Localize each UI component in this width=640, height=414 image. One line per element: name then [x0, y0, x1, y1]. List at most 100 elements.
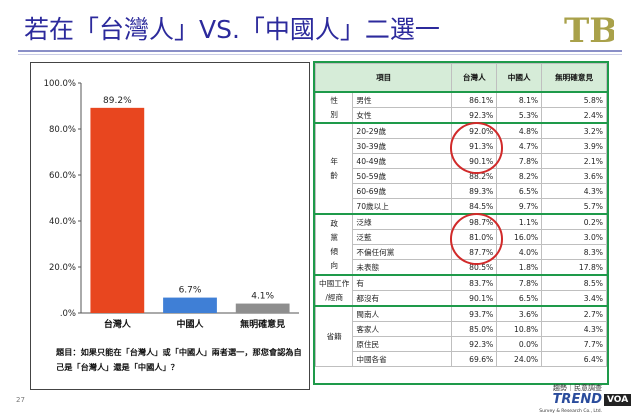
row-label: 閩南人 — [352, 305, 453, 322]
group-label: 年齡 — [314, 122, 354, 215]
trend-logo-sub: Survey & Research Co., Ltd. — [539, 409, 602, 414]
value-cell: 3.9% — [541, 138, 607, 154]
voa-badge: VOA — [604, 394, 632, 406]
value-cell: 3.6% — [496, 305, 543, 322]
value-cell: 1.8% — [496, 259, 543, 276]
page-number: 27 — [16, 396, 25, 404]
value-cell: 90.1% — [451, 290, 498, 307]
value-cell: 1.1% — [496, 213, 543, 230]
value-cell: 92.3% — [451, 336, 498, 352]
bar-chart-panel: .0% 20.0% 40.0% 60.0% 80.0% 100.0% 89.2% 台灣人 6.7… — [30, 62, 310, 390]
bar-value-label: 4.1% — [251, 292, 274, 302]
table-header-cell: 台灣人 — [451, 63, 498, 93]
table-row: 60-69歲 89.3% 6.5% 4.3% — [316, 183, 607, 199]
group-label: 政黨傾向 — [314, 213, 354, 276]
breakdown-table: 項目 台灣人 中國人 無明確意見性別男性 86.1% 8.1% 5.8% 女性 92.3% 5.3… — [314, 63, 607, 367]
value-cell: 4.7% — [496, 138, 543, 154]
row-label: 不偏任何黨 — [352, 244, 453, 260]
table-row: 泛藍 81.0% 16.0% 3.0% — [316, 229, 607, 245]
table-row: 中國各省 69.6% 24.0% 6.4% — [316, 351, 607, 367]
value-cell: 86.1% — [451, 91, 498, 108]
value-cell: 89.3% — [451, 183, 498, 199]
row-label: 中國各省 — [352, 351, 453, 367]
table-row: 女性 92.3% 5.3% 2.4% — [316, 107, 607, 124]
y-tick-label: 80.0% — [49, 125, 76, 135]
highlight-circle — [449, 122, 503, 174]
y-tick-label: 100.0% — [44, 79, 76, 89]
value-cell: 5.3% — [496, 107, 543, 124]
row-label: 70歲以上 — [352, 198, 453, 215]
question-text: 題目：如果只能在「台灣人」或「中國人」兩者選一，那您會認為自己是「台灣人」還是「… — [56, 347, 302, 372]
table-row: 性別男性 86.1% 8.1% 5.8% — [314, 91, 607, 124]
value-cell: 6.5% — [496, 183, 543, 199]
table-header-row: 項目 台灣人 中國人 無明確意見 — [314, 63, 607, 93]
trend-logo-brand: TREND — [552, 392, 602, 407]
table-row: 都沒有 90.1% 6.5% 3.4% — [316, 290, 607, 307]
row-label: 30-39歲 — [352, 138, 453, 154]
value-cell: 24.0% — [496, 351, 543, 367]
bar-value-label: 6.7% — [179, 286, 202, 296]
value-cell: 85.0% — [451, 321, 498, 337]
table-header-cell: 無明確意見 — [541, 63, 607, 93]
value-cell: 0.0% — [496, 336, 543, 352]
value-cell: 0.2% — [541, 213, 607, 230]
row-label: 60-69歲 — [352, 183, 453, 199]
table-row: 省籍 閩南人 93.7% 3.6% 2.7% — [314, 305, 607, 367]
row-label: 40-49歲 — [352, 153, 453, 169]
value-cell: 3.0% — [541, 229, 607, 245]
table-row: 原住民 92.3% 0.0% 7.7% — [316, 336, 607, 352]
group-label: 性別 — [314, 91, 354, 124]
y-tick-label: 40.0% — [49, 217, 76, 227]
trend-logo: 趨勢｜民意調查 TREND Survey & Research Co., Ltd… — [524, 383, 602, 414]
tbt-logo: TBT — [564, 11, 614, 48]
value-cell: 4.8% — [496, 122, 543, 139]
value-cell: 9.7% — [496, 198, 543, 215]
table-header-cell: 項目 — [314, 63, 453, 93]
value-cell: 92.3% — [451, 107, 498, 124]
value-cell: 8.1% — [496, 91, 543, 108]
row-label: 50-59歲 — [352, 168, 453, 184]
value-cell: 93.7% — [451, 305, 498, 322]
value-cell: 7.8% — [496, 274, 543, 291]
bar-2 — [235, 303, 290, 313]
value-cell: 5.7% — [541, 198, 607, 215]
row-label: 有 — [352, 274, 453, 291]
y-tick-label: 60.0% — [49, 171, 76, 181]
value-cell: 10.8% — [496, 321, 543, 337]
table-row: 70歲以上 84.5% 9.7% 5.7% — [316, 198, 607, 215]
value-cell: 6.5% — [496, 290, 543, 307]
value-cell: 69.6% — [451, 351, 498, 367]
table-header-cell: 中國人 — [496, 63, 543, 93]
table-row: 客家人 85.0% 10.8% 4.3% — [316, 321, 607, 337]
row-label: 都沒有 — [352, 290, 453, 307]
y-tick-label: 20.0% — [49, 263, 76, 273]
bar-0 — [90, 107, 145, 313]
value-cell: 17.8% — [541, 259, 607, 276]
title-divider-thin — [18, 54, 622, 55]
x-category-label: 台灣人 — [104, 318, 132, 330]
page-title: 若在「台灣人」VS.「中國人」二選一 — [24, 15, 440, 44]
value-cell: 3.6% — [541, 168, 607, 184]
table-row: 未表態 80.5% 1.8% 17.8% — [316, 259, 607, 276]
x-category-label: 無明確意見 — [240, 318, 285, 330]
tbt-logo-text: TBT — [564, 11, 614, 48]
row-label: 未表態 — [352, 259, 453, 276]
row-label: 泛綠 — [352, 213, 453, 230]
value-cell: 8.2% — [496, 168, 543, 184]
value-cell: 4.3% — [541, 321, 607, 337]
value-cell: 5.8% — [541, 91, 607, 108]
y-tick-label: .0% — [60, 309, 76, 319]
value-cell: 84.5% — [451, 198, 498, 215]
value-cell: 2.4% — [541, 107, 607, 124]
row-label: 20-29歲 — [352, 122, 453, 139]
group-label: 省籍 — [314, 305, 354, 367]
value-cell: 2.7% — [541, 305, 607, 322]
bar-1 — [163, 297, 217, 313]
value-cell: 4.0% — [496, 244, 543, 260]
value-cell: 83.7% — [451, 274, 498, 291]
value-cell: 6.4% — [541, 351, 607, 367]
table-row: 中國工作/經商有 83.7% 7.8% 8.5% — [314, 274, 607, 307]
value-cell: 4.3% — [541, 183, 607, 199]
value-cell: 8.5% — [541, 274, 607, 291]
value-cell: 8.3% — [541, 244, 607, 260]
